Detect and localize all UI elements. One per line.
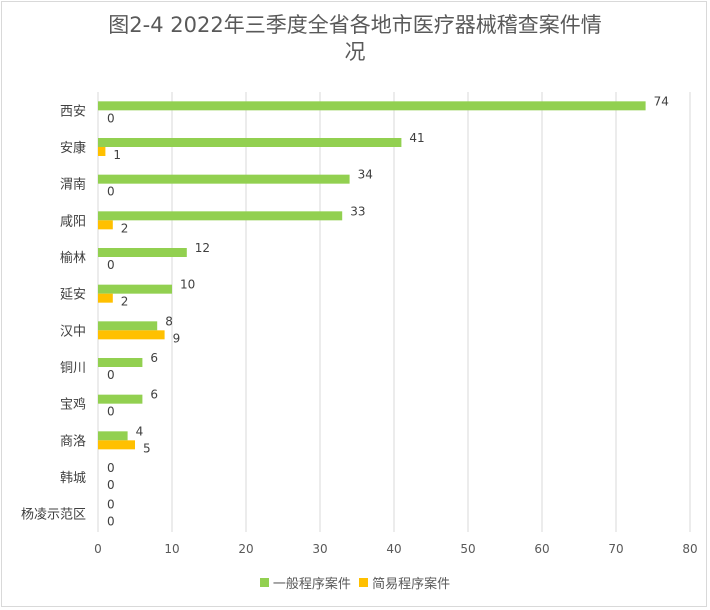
x-tick-label: 60	[534, 542, 549, 556]
bar-general	[98, 394, 143, 404]
category-label: 汉中	[60, 324, 86, 339]
data-label: 9	[173, 331, 181, 345]
data-label: 0	[107, 478, 115, 492]
chart-title: 图2-4 2022年三季度全省各地市医疗器械稽查案件情 况	[0, 12, 710, 66]
x-tick-label: 40	[386, 542, 401, 556]
data-label: 33	[350, 204, 365, 218]
data-label: 0	[107, 405, 115, 419]
category-label: 宝鸡	[60, 397, 86, 413]
bar-general	[98, 284, 172, 294]
data-label: 10	[180, 278, 195, 292]
legend-label: 简易程序案件	[372, 577, 451, 592]
legend-item-general: 一般程序案件	[259, 573, 351, 592]
category-label: 榆林	[60, 251, 86, 266]
bar-general	[98, 358, 143, 367]
category-label: 安康	[60, 140, 86, 156]
x-tick-label: 0	[94, 542, 102, 556]
bar-simple	[98, 330, 165, 340]
category-label: 咸阳	[60, 214, 86, 229]
data-label: 0	[107, 515, 115, 529]
data-label: 12	[195, 241, 210, 255]
x-tick-label: 80	[682, 542, 697, 556]
data-label: 74	[654, 94, 669, 108]
data-label: 0	[107, 368, 115, 382]
data-label: 6	[150, 351, 158, 365]
data-label: 41	[409, 131, 424, 145]
category-label: 铜川	[60, 361, 86, 376]
legend-label: 一般程序案件	[272, 577, 351, 592]
bar-general	[98, 138, 402, 147]
chart-title-line-1: 图2-4 2022年三季度全省各地市医疗器械稽查案件情	[108, 13, 602, 37]
legend-swatch	[359, 578, 369, 587]
bar-simple	[98, 220, 113, 230]
legend: 一般程序案件 简易程序案件	[0, 573, 710, 592]
bar-general	[98, 431, 128, 441]
data-label: 1	[113, 148, 121, 162]
bar-simple	[98, 293, 113, 303]
x-tick-label: 70	[608, 542, 623, 556]
category-label: 商洛	[60, 434, 86, 449]
bar-general	[98, 248, 187, 257]
bar-general	[98, 101, 646, 111]
data-label: 0	[107, 498, 115, 512]
category-label: 延安	[60, 288, 86, 303]
category-label: 杨凌示范区	[21, 508, 86, 523]
chart-title-line-2: 况	[344, 40, 366, 64]
data-label: 4	[136, 424, 144, 438]
x-tick-label: 50	[460, 542, 475, 556]
bar-general	[98, 321, 158, 331]
x-tick-label: 10	[164, 542, 179, 556]
bar-simple	[98, 440, 135, 450]
legend-swatch	[259, 578, 269, 587]
category-label: 西安	[60, 104, 86, 119]
data-label: 2	[121, 295, 129, 309]
data-label: 8	[165, 314, 173, 328]
x-tick-label: 20	[238, 542, 253, 556]
data-label: 0	[107, 185, 115, 199]
x-tick-label: 30	[312, 542, 327, 556]
data-label: 0	[107, 461, 115, 475]
data-label: 5	[143, 441, 151, 455]
bar-general	[98, 211, 343, 221]
data-label: 2	[121, 221, 129, 235]
data-label: 6	[150, 388, 158, 402]
legend-item-simple: 简易程序案件	[359, 573, 450, 592]
bar-simple	[98, 147, 106, 156]
category-label: 韩城	[60, 471, 86, 486]
bar-general	[98, 174, 350, 184]
data-label: 0	[107, 258, 115, 272]
data-label: 34	[358, 168, 373, 182]
data-label: 0	[107, 111, 115, 125]
category-label: 渭南	[60, 177, 86, 193]
